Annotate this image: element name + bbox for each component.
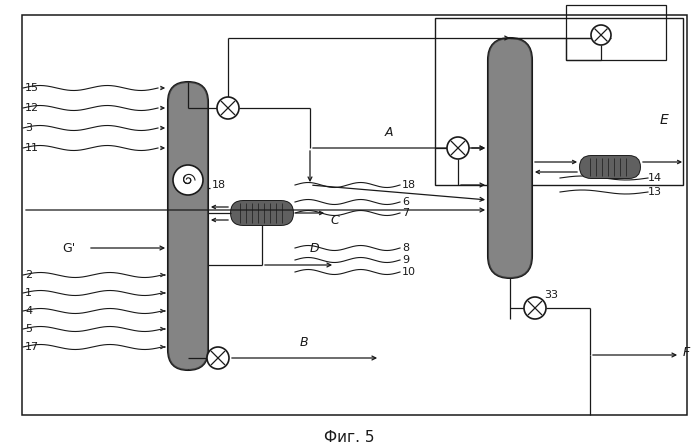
Text: 18: 18 [402,180,416,190]
Text: C: C [330,214,339,227]
Bar [22,15,687,415]
Text: 10: 10 [402,267,416,277]
FancyBboxPatch shape [168,82,208,370]
Text: 5: 5 [25,324,32,334]
Bar [566,5,666,60]
Text: A: A [385,127,394,139]
Text: Фиг. 5: Фиг. 5 [324,430,375,444]
Text: 4: 4 [25,306,32,316]
Text: 12: 12 [25,103,39,113]
Text: 7: 7 [402,208,409,218]
FancyBboxPatch shape [580,156,640,178]
Text: F: F [683,346,690,358]
Circle shape [524,297,546,319]
Circle shape [173,165,203,195]
Text: 33: 33 [544,290,558,300]
FancyBboxPatch shape [168,82,208,370]
Text: 3: 3 [25,123,32,133]
Text: D: D [310,241,319,254]
Text: B: B [300,337,309,350]
Text: 1: 1 [25,288,32,298]
Text: 15: 15 [25,83,39,93]
Text: 17: 17 [25,342,39,352]
Text: 9: 9 [402,255,409,265]
Text: 18: 18 [212,180,226,190]
Text: 2: 2 [25,270,32,280]
FancyBboxPatch shape [231,201,293,225]
FancyBboxPatch shape [488,38,532,278]
Circle shape [207,347,229,369]
FancyBboxPatch shape [488,38,532,278]
Text: 13: 13 [648,187,662,197]
Text: E: E [660,113,669,127]
Text: 6: 6 [402,197,409,207]
Text: 8: 8 [402,243,409,253]
FancyBboxPatch shape [580,156,640,178]
Text: G': G' [62,241,75,254]
Text: 11: 11 [25,143,39,153]
FancyBboxPatch shape [231,201,293,225]
Circle shape [217,97,239,119]
Bar [435,18,683,185]
Circle shape [591,25,611,45]
Text: 14: 14 [648,173,662,183]
Circle shape [447,137,469,159]
